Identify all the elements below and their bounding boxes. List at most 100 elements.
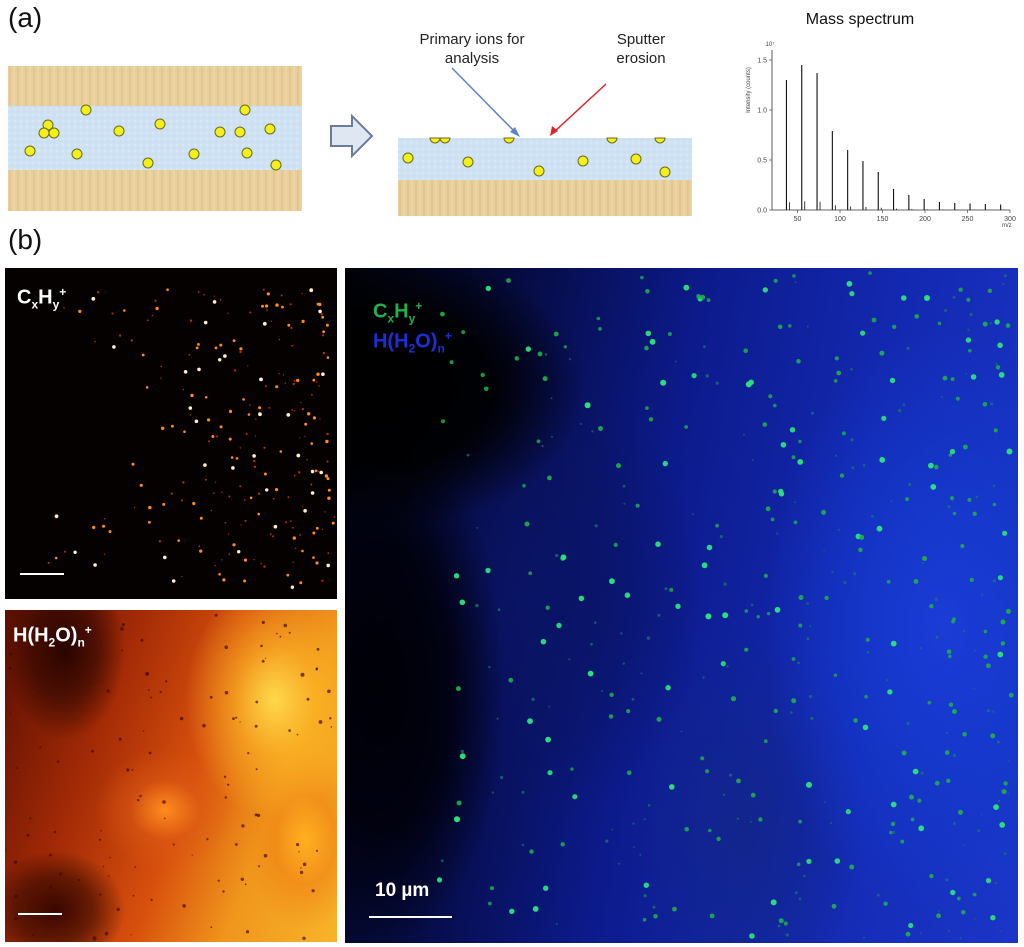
particle-dot: [300, 402, 302, 404]
particle-dot: [789, 427, 796, 433]
particle-dot: [809, 625, 812, 628]
particle-dot: [239, 721, 241, 723]
particle-dot: [934, 464, 939, 470]
particle-dot: [653, 914, 658, 919]
particle-dot: [253, 459, 256, 463]
particle-dot: [951, 619, 956, 624]
particle-dot: [139, 483, 143, 487]
particle-dot: [921, 562, 924, 564]
particle-dot: [506, 278, 511, 283]
particle-dot: [314, 469, 318, 473]
particle-dot: [914, 314, 919, 319]
particle-dot: [919, 932, 922, 934]
particle-dot: [322, 351, 325, 355]
particle-dot: [868, 271, 872, 275]
particle-dot: [648, 417, 654, 422]
particle-dot: [998, 372, 1005, 378]
particle-dot: [154, 299, 157, 302]
particle-dot: [94, 340, 96, 343]
particle-dot: [646, 636, 651, 640]
particle-dot: [303, 509, 307, 513]
particle-dot: [709, 913, 715, 919]
overlay-label-cxhy: CxHy+: [373, 299, 423, 326]
particle-dot: [999, 930, 1002, 932]
particle-dot: [901, 295, 907, 301]
particle-dot: [723, 582, 727, 586]
particle-dot: [261, 659, 265, 663]
particle-dot: [785, 933, 789, 937]
particle-dot: [945, 731, 949, 734]
particle-dot: [645, 289, 650, 294]
particle-dot: [212, 300, 217, 304]
mass-spectrum-chart: 50 100 150 200 250 300 0.0 0.5 1.0 1.5 m/z 10⁷ Inten…: [746, 41, 1016, 229]
particle-dot: [598, 426, 603, 431]
particle-dot: [97, 291, 100, 294]
cxhy-label: CxHy+: [17, 285, 67, 312]
particle-dot: [770, 517, 775, 522]
particle-dot: [247, 752, 250, 755]
particle-dot: [204, 396, 208, 399]
particle-dot: [302, 936, 306, 940]
particle-dot: [259, 377, 263, 382]
particle-dot: [148, 520, 151, 524]
scale-bar-label: 10 µm: [375, 880, 430, 901]
particle-dot: [232, 543, 236, 547]
particle-dot: [640, 275, 644, 280]
particle-dot: [160, 377, 162, 379]
particle-dot: [126, 768, 130, 772]
particle-dot: [158, 540, 162, 543]
particle-dot: [485, 285, 491, 292]
particle-dot: [758, 817, 763, 822]
particle-dot: [876, 893, 880, 897]
particle-dot: [290, 520, 292, 522]
particle-dot: [252, 454, 256, 458]
particle-dot: [675, 603, 681, 609]
particle-dot: [213, 295, 215, 297]
particle-dot: [1005, 323, 1011, 328]
particle-dot: [821, 509, 827, 515]
particle-dot: [849, 864, 855, 870]
particle-dot: [102, 865, 105, 868]
particle-dot: [480, 372, 485, 378]
particle-dot: [256, 813, 261, 818]
particle-dot: [197, 343, 200, 346]
wood-layer-top: [8, 66, 302, 106]
sputter-arrow: [553, 83, 607, 133]
particle-dot: [937, 321, 942, 326]
particle-dot: [489, 886, 495, 891]
wood-layer-bottom: [8, 170, 302, 211]
particle-dot: [461, 330, 466, 335]
particle-dot: [301, 319, 305, 323]
particle-dot: [917, 798, 922, 803]
particle-dot: [202, 723, 206, 728]
particle-dot: [206, 838, 209, 841]
particle-dot: [528, 571, 533, 576]
particle-dot: [99, 893, 102, 896]
particle-dot: [550, 397, 553, 400]
particle-dot: [843, 581, 847, 584]
particle-dot: [32, 933, 35, 936]
particle-dot: [47, 561, 50, 564]
particle-dot: [222, 578, 226, 582]
particle-dot: [304, 422, 308, 426]
particle-dot: [508, 677, 514, 683]
particle-dot: [262, 321, 267, 326]
particle-dot: [639, 853, 642, 856]
particle-dot: [104, 553, 106, 555]
particle-dot: [751, 458, 754, 461]
particle-dot: [780, 442, 787, 448]
particle-dot: [441, 419, 445, 424]
particle-dot: [224, 796, 227, 799]
particle-dot: [902, 403, 906, 407]
particle-dot: [929, 604, 934, 609]
particle-dot: [278, 372, 280, 375]
particle-dot: [632, 822, 635, 825]
particle-dot: [958, 809, 963, 815]
particle-dot: [327, 689, 331, 694]
particle-dot: [230, 456, 234, 459]
particle-dot: [886, 579, 891, 584]
particle-dot: [669, 587, 674, 592]
particle-dot: [909, 794, 914, 800]
particle-dot: [772, 489, 777, 494]
particle-dot: [243, 558, 248, 562]
